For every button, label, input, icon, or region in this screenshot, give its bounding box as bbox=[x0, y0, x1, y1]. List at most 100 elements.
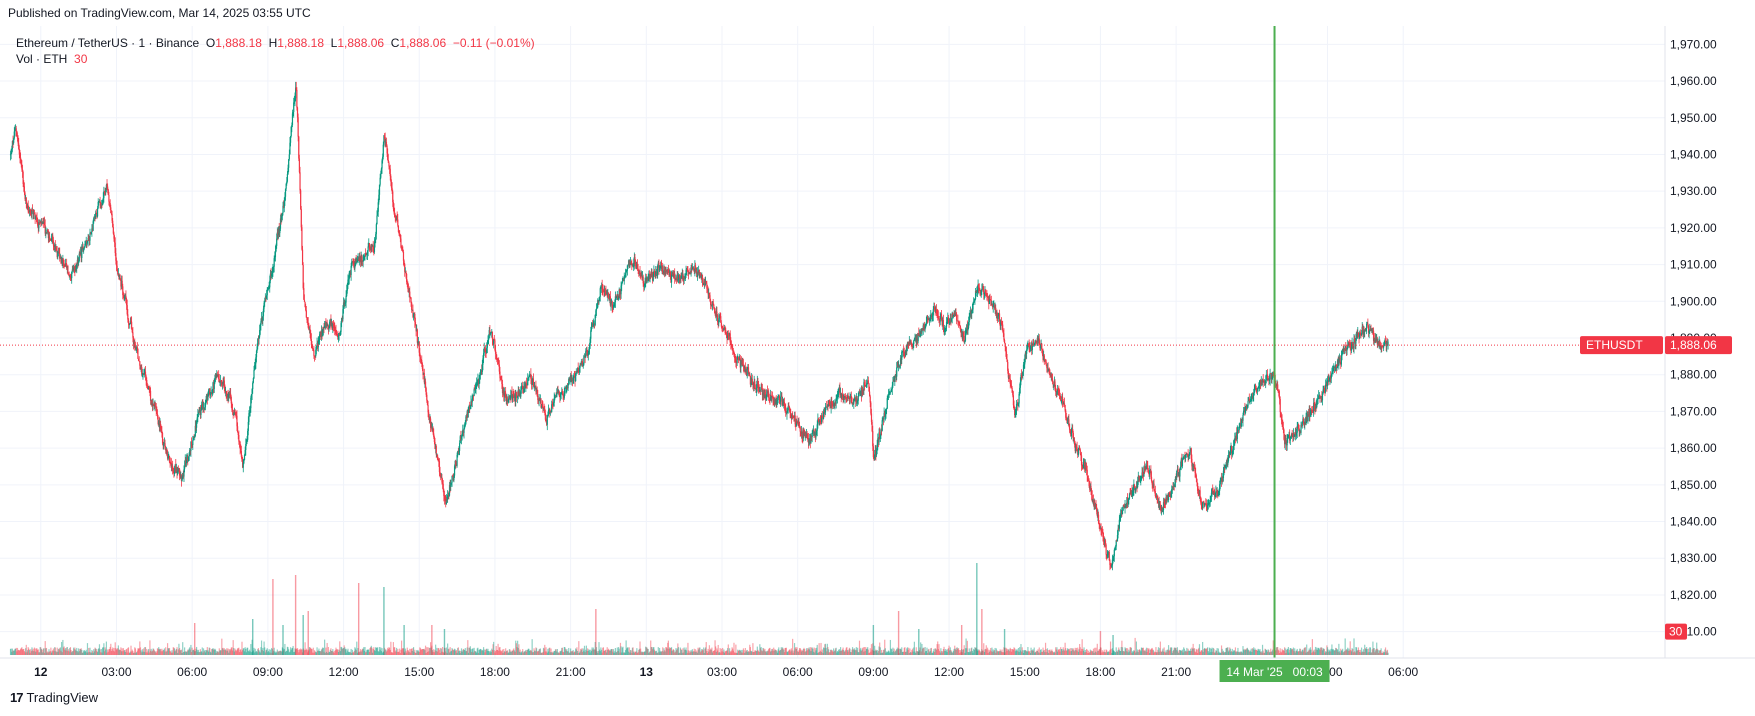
volume-bar bbox=[1270, 651, 1272, 655]
candle bbox=[346, 282, 348, 294]
candle bbox=[696, 267, 699, 281]
volume-bar bbox=[332, 649, 334, 655]
candle bbox=[771, 391, 774, 399]
candle bbox=[82, 243, 84, 253]
volume-bar bbox=[247, 650, 249, 655]
volume-bar bbox=[98, 644, 101, 655]
candle bbox=[180, 474, 183, 487]
candle bbox=[432, 426, 434, 436]
volume-bar bbox=[521, 651, 523, 655]
candle bbox=[204, 403, 206, 411]
volume-bar bbox=[300, 648, 302, 655]
volume-bar bbox=[1340, 650, 1342, 655]
candle bbox=[26, 203, 29, 211]
candle bbox=[313, 355, 316, 362]
candle bbox=[527, 376, 529, 382]
candle bbox=[406, 279, 408, 288]
volume-bar bbox=[710, 649, 712, 655]
candle bbox=[450, 479, 452, 491]
volume-bar bbox=[137, 648, 139, 655]
volume-bar bbox=[943, 646, 945, 655]
volume-bar bbox=[636, 652, 639, 655]
candle bbox=[336, 333, 338, 338]
volume-bar bbox=[1020, 644, 1022, 655]
symbol-title[interactable]: Ethereum / TetherUS · 1 · Binance bbox=[16, 36, 200, 50]
volume-bar bbox=[547, 651, 550, 655]
time-axis[interactable]: 12 03:00 06:00 09:00 12:00 15:00 18:00 21:00 13 0… bbox=[34, 665, 1418, 679]
candle bbox=[55, 246, 58, 251]
footer-brand[interactable]: 17 TradingView bbox=[10, 690, 98, 705]
volume-bar bbox=[479, 648, 482, 655]
candle bbox=[117, 268, 119, 277]
candle bbox=[113, 231, 115, 242]
volume-bar bbox=[805, 648, 808, 655]
candle bbox=[797, 418, 799, 427]
candle bbox=[25, 197, 27, 209]
volume-bar bbox=[414, 649, 416, 655]
volume-bar bbox=[944, 650, 946, 655]
candle bbox=[308, 322, 310, 331]
volume-bar bbox=[1129, 647, 1131, 655]
volume-bar bbox=[803, 647, 805, 655]
volume-label[interactable]: Vol · ETH bbox=[16, 52, 68, 66]
volume-bar bbox=[616, 647, 618, 655]
candle bbox=[320, 330, 322, 340]
candle bbox=[248, 410, 250, 425]
volume-bar bbox=[720, 648, 722, 655]
volume-bar bbox=[932, 651, 934, 655]
candle bbox=[246, 436, 248, 445]
volume-bar bbox=[103, 643, 105, 655]
volume-bar bbox=[1342, 652, 1344, 655]
volume-bar bbox=[75, 650, 77, 655]
volume-bar bbox=[1200, 651, 1202, 655]
volume-bar bbox=[1123, 650, 1125, 655]
candle bbox=[188, 452, 190, 461]
candle bbox=[892, 376, 894, 388]
volume-bar bbox=[568, 652, 570, 655]
candle bbox=[867, 376, 869, 385]
volume-bar bbox=[1068, 649, 1070, 655]
volume-bar bbox=[312, 647, 314, 655]
volume-bar bbox=[455, 650, 458, 655]
volume-bar bbox=[1069, 651, 1071, 655]
candle bbox=[820, 415, 822, 426]
candle bbox=[533, 381, 535, 389]
volume-bar bbox=[501, 650, 503, 655]
volume-bar bbox=[912, 651, 914, 655]
volume-bar bbox=[84, 651, 87, 655]
volume-bar bbox=[1072, 649, 1074, 655]
volume-bar bbox=[583, 650, 585, 655]
volume-bar bbox=[982, 650, 984, 655]
volume-bar bbox=[1085, 648, 1088, 655]
volume-spike bbox=[981, 609, 983, 655]
volume-bar bbox=[773, 647, 775, 655]
candle bbox=[415, 323, 417, 337]
volume-bar bbox=[1171, 652, 1173, 655]
price-chart[interactable]: 1,970.001,960.001,950.001,940.001,930.00… bbox=[0, 26, 1755, 684]
volume-bar bbox=[66, 647, 68, 655]
volume-bar bbox=[1358, 650, 1360, 655]
volume-bar bbox=[138, 648, 140, 655]
candle bbox=[520, 386, 522, 399]
volume-bar bbox=[1301, 651, 1303, 655]
volume-bar bbox=[854, 650, 856, 655]
candle bbox=[354, 261, 356, 273]
volume-bar bbox=[1225, 648, 1227, 655]
volume-bar bbox=[344, 647, 346, 655]
candle bbox=[45, 232, 48, 234]
volume-bar bbox=[675, 648, 677, 655]
candle bbox=[395, 215, 398, 221]
volume-bar bbox=[1293, 651, 1295, 655]
volume-bar bbox=[940, 651, 943, 655]
volume-bar bbox=[149, 650, 152, 655]
x-tick-label: 18:00 bbox=[480, 665, 510, 679]
volume-bar bbox=[588, 650, 591, 655]
volume-bar bbox=[750, 650, 752, 655]
y-tick-label: 1,930.00 bbox=[1670, 184, 1717, 198]
volume-bar bbox=[1227, 647, 1229, 655]
volume-bar bbox=[502, 652, 504, 655]
candle bbox=[220, 379, 222, 388]
candle bbox=[840, 392, 842, 403]
candle bbox=[429, 414, 431, 423]
volume-bar bbox=[589, 652, 591, 655]
